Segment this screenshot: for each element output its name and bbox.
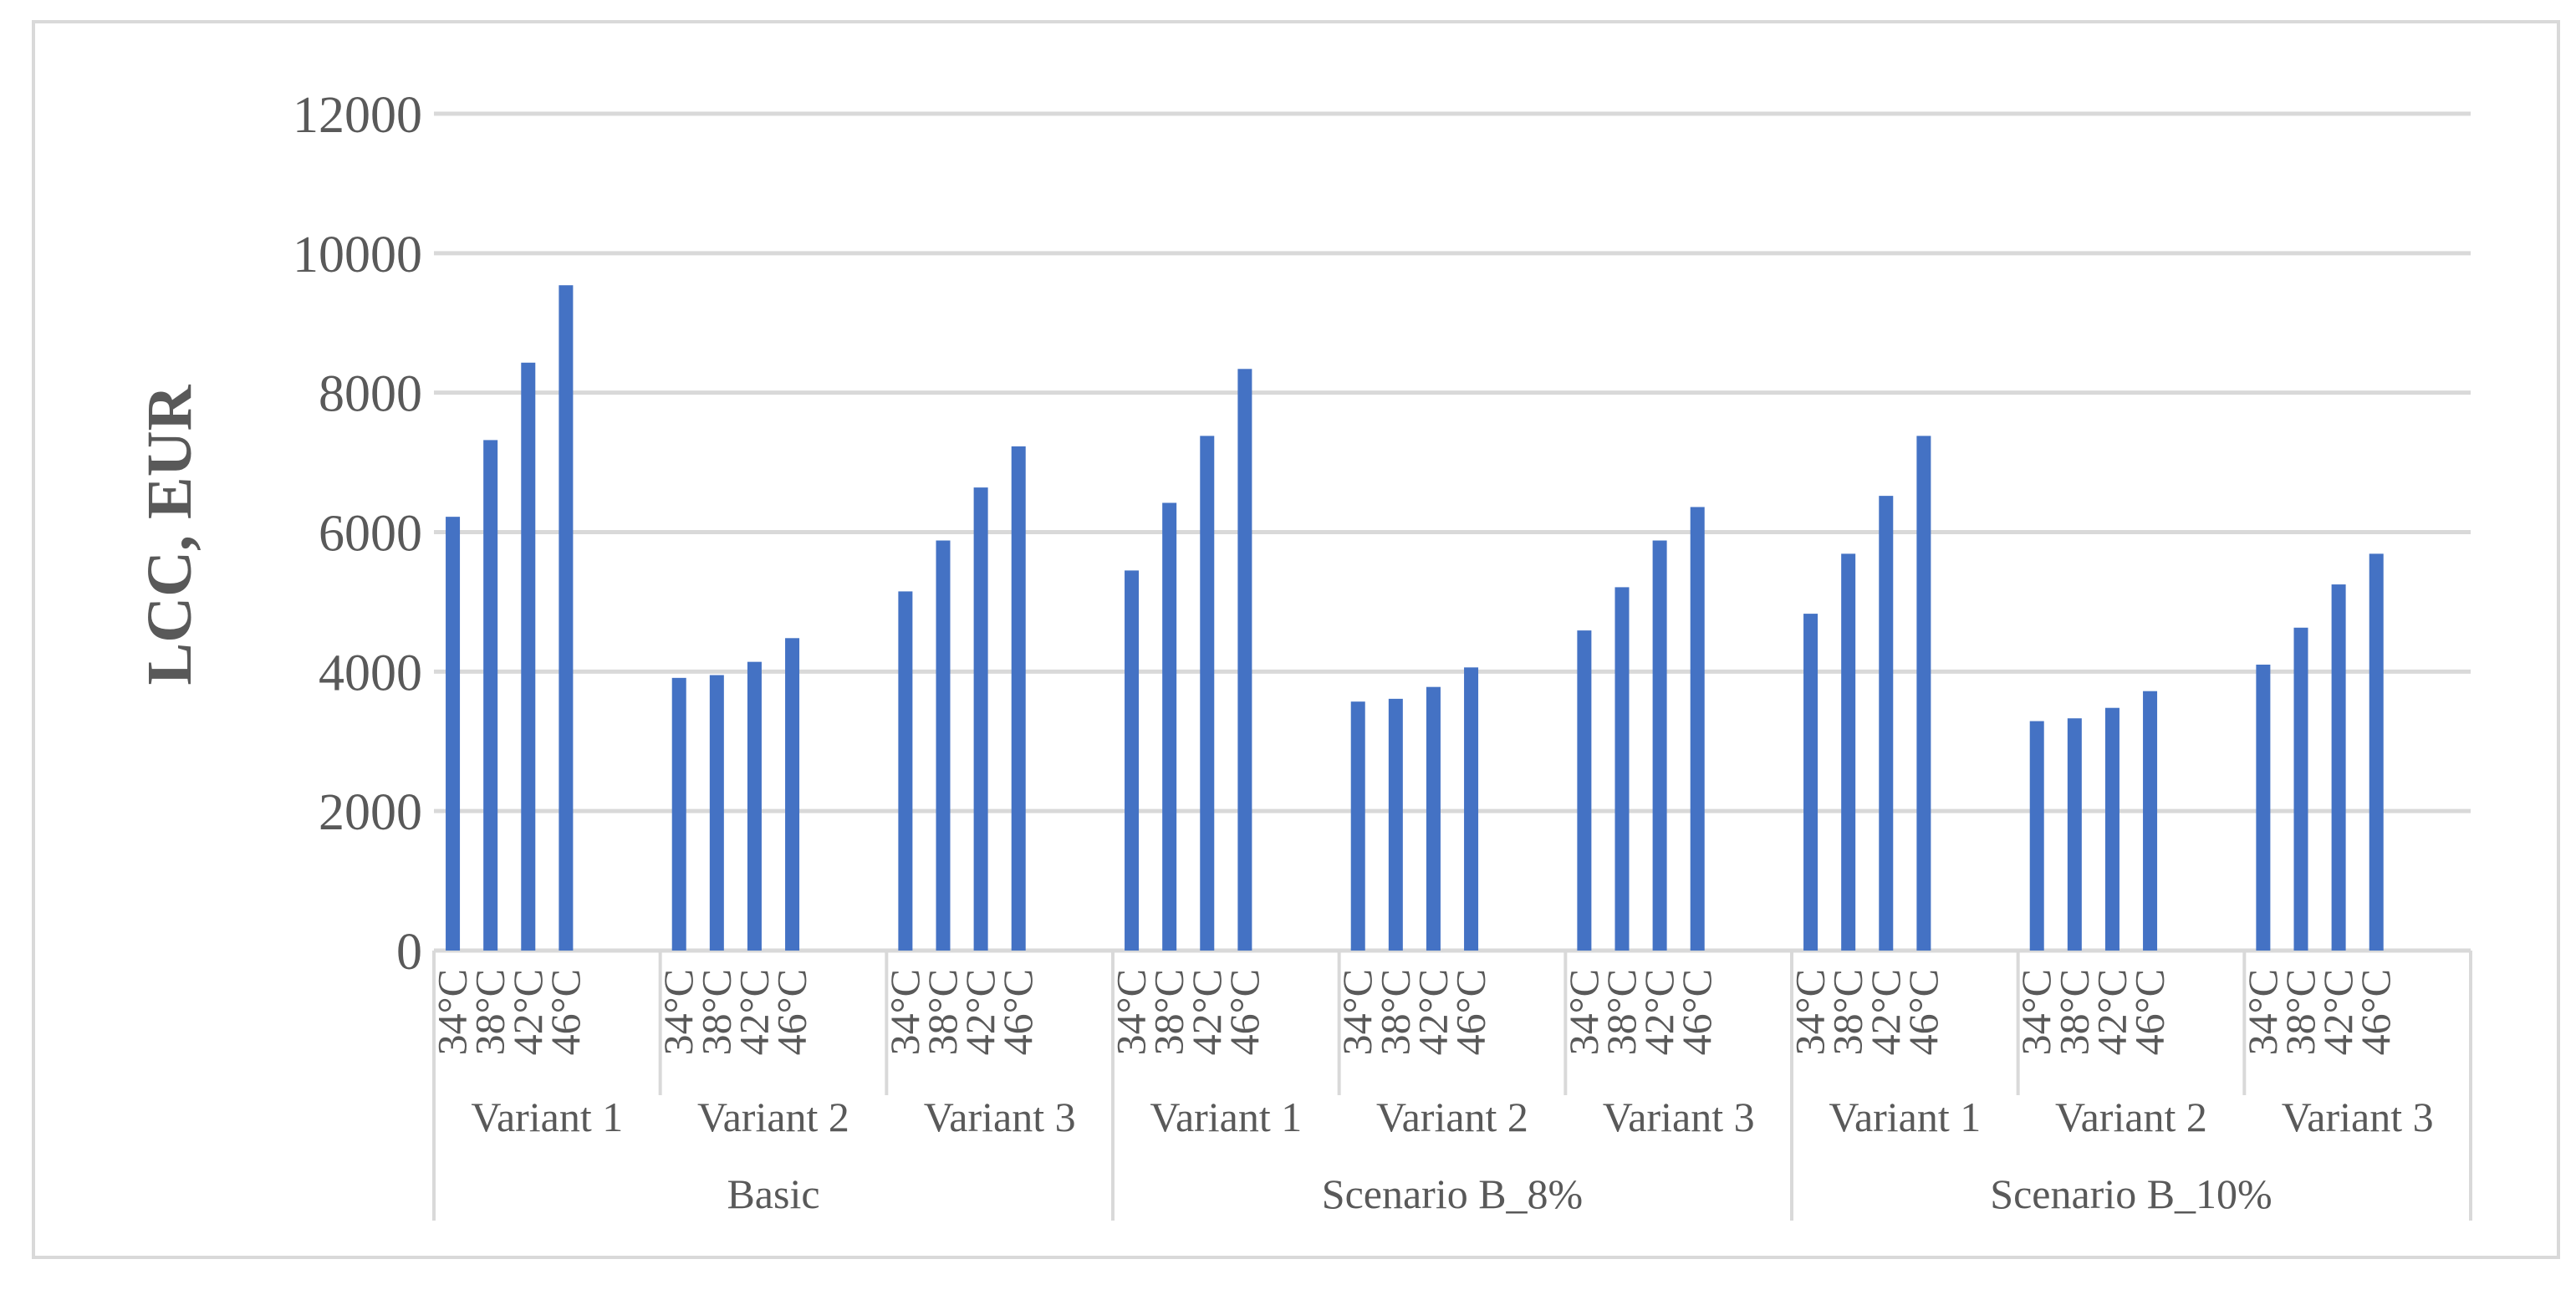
bar <box>2293 627 2308 951</box>
y-axis-title: LCC, EUR <box>135 384 205 685</box>
y-tick-label: 4000 <box>319 645 422 701</box>
variant-label: Variant 3 <box>1603 1094 1755 1140</box>
x-tick-label: 46°C <box>768 969 815 1055</box>
group-label: Scenario B_8% <box>1322 1170 1583 1217</box>
bar <box>1916 436 1931 951</box>
x-tick-label: 46°C <box>994 969 1041 1055</box>
chart-border <box>32 20 2560 1259</box>
bar <box>898 591 913 951</box>
bar <box>785 638 800 951</box>
x-tick-label: 42°C <box>730 969 777 1055</box>
y-tick-label: 6000 <box>319 506 422 563</box>
variant-label: Variant 2 <box>697 1094 849 1140</box>
y-tick-label: 8000 <box>319 366 422 423</box>
y-tick-label: 12000 <box>293 87 422 144</box>
bar <box>1841 553 1856 951</box>
x-tick-label: 34°C <box>429 969 476 1055</box>
x-tick-label: 46°C <box>1221 969 1268 1055</box>
x-tick-label: 46°C <box>1673 969 1720 1055</box>
bar <box>1426 686 1441 951</box>
x-tick-label: 38°C <box>1824 969 1871 1055</box>
bar <box>671 677 686 951</box>
x-tick-label: 46°C <box>1900 969 1946 1055</box>
x-tick-label: 42°C <box>1635 969 1682 1055</box>
bar <box>709 675 724 951</box>
x-tick-label: 46°C <box>542 969 589 1055</box>
group-label: Scenario B_10% <box>1990 1170 2272 1217</box>
bar <box>2067 718 2082 951</box>
bar <box>973 487 988 951</box>
bar <box>559 285 574 951</box>
x-tick-label: 34°C <box>655 969 701 1055</box>
bar <box>1464 667 1479 951</box>
bar <box>1011 446 1026 951</box>
x-tick-label: 34°C <box>2012 969 2059 1055</box>
bar <box>1577 630 1592 951</box>
x-tick-label: 34°C <box>1334 969 1380 1055</box>
x-tick-label: 34°C <box>2239 969 2286 1055</box>
x-tick-label: 38°C <box>919 969 966 1055</box>
bar <box>1652 540 1667 951</box>
bar <box>1690 507 1705 951</box>
group-label: Basic <box>727 1170 819 1217</box>
variant-label: Variant 3 <box>924 1094 1076 1140</box>
x-tick-label: 38°C <box>692 969 739 1055</box>
x-tick-label: 42°C <box>2314 969 2361 1055</box>
x-tick-label: 46°C <box>2352 969 2399 1055</box>
bar <box>747 661 762 951</box>
bar <box>1614 587 1630 951</box>
gridlines <box>434 111 2471 953</box>
x-tick-label: 42°C <box>956 969 1003 1055</box>
x-tick-label: 34°C <box>1560 969 1607 1055</box>
bar <box>2369 553 2384 951</box>
x-tick-label: 46°C <box>2126 969 2173 1055</box>
bar <box>936 540 951 951</box>
bar <box>1388 698 1403 951</box>
bar <box>1162 502 1177 951</box>
variant-label: Variant 3 <box>2282 1094 2434 1140</box>
x-tick-label: 42°C <box>1862 969 1909 1055</box>
x-tick-label: 42°C <box>1409 969 1456 1055</box>
x-tick-label: 38°C <box>1371 969 1418 1055</box>
bar <box>1200 436 1215 951</box>
x-tick-label: 42°C <box>1183 969 1230 1055</box>
x-tick-label: 38°C <box>1598 969 1645 1055</box>
y-tick-label: 0 <box>396 924 422 981</box>
x-tick-label: 42°C <box>504 969 551 1055</box>
y-axis-ticks: 0 2000 4000 6000 8000 10000 12000 <box>293 87 422 981</box>
x-tick-label: 38°C <box>2277 969 2324 1055</box>
bar <box>483 440 498 951</box>
bar <box>2029 721 2044 951</box>
y-tick-label: 2000 <box>319 784 422 841</box>
variant-label: Variant 1 <box>1829 1094 1981 1140</box>
x-tick-label: 34°C <box>1108 969 1155 1055</box>
bar <box>2256 664 2271 951</box>
x-tick-label: 46°C <box>1447 969 1494 1055</box>
x-tick-label: 34°C <box>1787 969 1834 1055</box>
bars <box>446 285 2384 951</box>
bar <box>521 362 536 951</box>
bar <box>2143 691 2158 951</box>
x-tick-label: 42°C <box>2088 969 2135 1055</box>
bar <box>1803 614 1819 951</box>
variant-label: Variant 1 <box>1150 1094 1302 1140</box>
x-tick-label: 38°C <box>1145 969 1192 1055</box>
variant-label: Variant 2 <box>1376 1094 1528 1140</box>
x-tick-label: 38°C <box>2050 969 2097 1055</box>
x-tick-label: 38°C <box>467 969 513 1055</box>
bar <box>1350 701 1365 951</box>
variant-label: Variant 1 <box>471 1094 623 1140</box>
variant-label: Variant 2 <box>2055 1094 2207 1140</box>
bar <box>2104 707 2119 951</box>
bar <box>1237 369 1252 951</box>
bar <box>1879 496 1894 951</box>
x-tick-label: 34°C <box>881 969 928 1055</box>
y-tick-label: 10000 <box>293 227 422 283</box>
bar <box>2331 584 2346 951</box>
bar <box>1125 570 1140 951</box>
bar <box>446 517 461 951</box>
